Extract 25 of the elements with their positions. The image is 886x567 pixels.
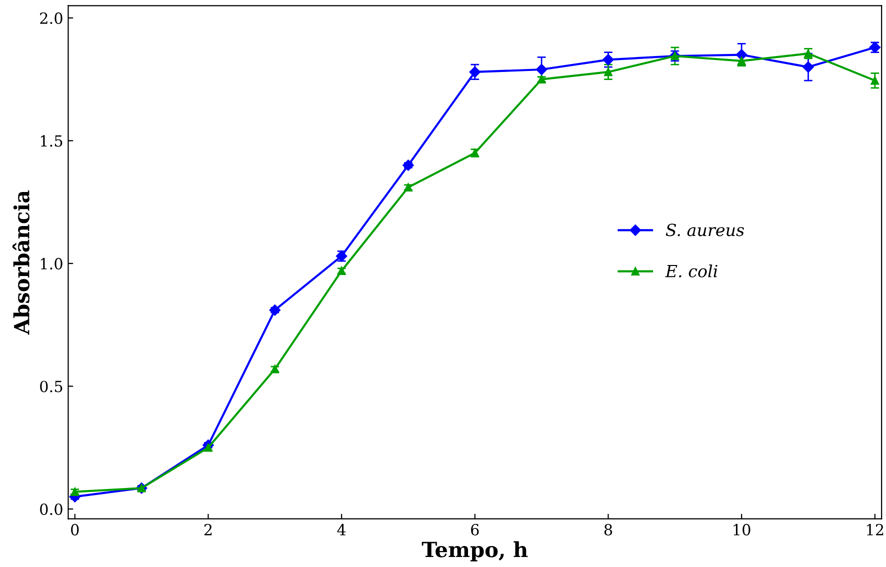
x-tick-label: 10 xyxy=(734,524,750,536)
y-tick-label: 0.0 xyxy=(40,503,62,516)
x-tick-label: 0 xyxy=(71,524,79,536)
point xyxy=(604,68,612,76)
y-axis-title: Absorbância xyxy=(12,190,30,335)
point xyxy=(802,61,814,73)
legend-label: E. coli xyxy=(665,264,718,278)
x-axis-title: Tempo, h xyxy=(422,541,528,562)
x-tick-label: 8 xyxy=(604,524,612,536)
y-tick-label: 1.0 xyxy=(40,258,62,270)
y-tick-label: 0.5 xyxy=(40,380,62,392)
point xyxy=(870,76,880,85)
x-tick-label: 12 xyxy=(867,524,884,536)
y-tick-label: 1.5 xyxy=(40,135,62,147)
y-tick-label: 2.0 xyxy=(40,12,62,24)
x-tick-label: 4 xyxy=(337,524,346,536)
point xyxy=(536,64,548,76)
point xyxy=(736,49,748,60)
x-tick-label: 6 xyxy=(471,524,479,536)
x-tick-label: 2 xyxy=(204,524,212,536)
point xyxy=(269,304,280,316)
point xyxy=(402,160,414,171)
legend-label: S. aureus xyxy=(666,224,744,236)
point xyxy=(602,54,614,66)
point xyxy=(469,66,480,78)
